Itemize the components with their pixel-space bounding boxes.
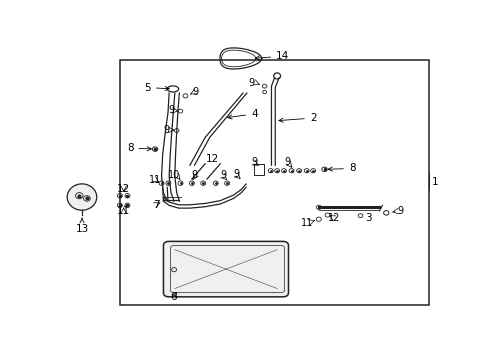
Text: 14: 14 [255,51,289,61]
Text: 9: 9 [192,87,198,97]
Text: 9: 9 [284,157,290,167]
Text: 2: 2 [278,113,316,123]
Text: 10: 10 [167,170,180,180]
Text: 3: 3 [364,213,371,224]
Text: 11: 11 [300,219,312,228]
FancyBboxPatch shape [163,242,288,297]
Text: 6: 6 [170,292,177,302]
Text: 12: 12 [327,213,340,224]
Ellipse shape [67,184,97,210]
Text: 9: 9 [251,157,257,167]
Bar [120,60,428,305]
Text: 13: 13 [75,218,88,234]
Text: 9: 9 [167,105,174,115]
Bar [253,164,264,175]
Text: 9: 9 [248,77,254,87]
Text: 9: 9 [233,169,239,179]
Text: 8: 8 [126,143,151,153]
Text: 9: 9 [220,170,226,180]
Text: 4: 4 [227,109,257,119]
Text: 7: 7 [153,200,160,210]
Text: 8: 8 [327,163,355,174]
Text: 12: 12 [117,184,130,194]
Text: 9: 9 [396,206,403,216]
Text: 11: 11 [117,206,130,216]
Text: 11: 11 [149,175,161,185]
Text: 12: 12 [205,154,219,164]
Text: 1: 1 [430,177,437,187]
Text: 9: 9 [163,125,169,135]
Text: 9: 9 [191,170,198,180]
Text: 5: 5 [144,82,169,93]
